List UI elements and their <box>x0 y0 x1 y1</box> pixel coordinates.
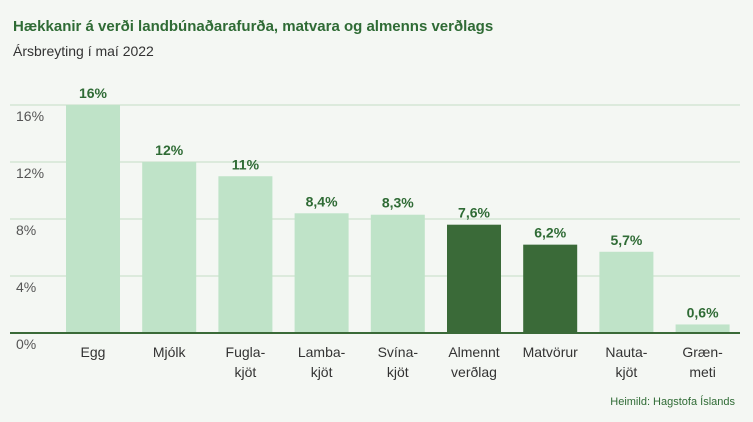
x-tick-label: verðlag <box>451 364 497 380</box>
x-tick-label: Matvörur <box>523 344 579 360</box>
y-tick-label: 8% <box>16 222 36 238</box>
chart-subtitle: Ársbreyting í maí 2022 <box>13 43 154 59</box>
x-tick-label: kjöt <box>387 364 409 380</box>
x-tick-label: Græn- <box>682 344 723 360</box>
data-label: 5,7% <box>610 232 642 248</box>
data-label: 6,2% <box>534 225 566 241</box>
x-tick-label: kjöt <box>311 364 333 380</box>
source-note: Heimild: Hagstofa Íslands <box>610 396 735 408</box>
bar <box>294 213 349 333</box>
y-tick-label: 0% <box>16 336 36 352</box>
x-tick-label: Egg <box>81 344 106 360</box>
x-tick-label: Lamba- <box>298 344 346 360</box>
x-tick-label: meti <box>689 364 715 380</box>
y-tick-label: 4% <box>16 279 36 295</box>
data-label: 12% <box>155 142 184 158</box>
chart-title: Hækkanir á verði landbúnaðarafurða, matv… <box>13 18 494 35</box>
x-tick-label: Almennt <box>448 344 499 360</box>
bar <box>218 176 273 333</box>
y-tick-label: 16% <box>16 108 44 124</box>
x-tick-label: Nauta- <box>605 344 647 360</box>
data-label: 11% <box>232 156 260 172</box>
bar <box>675 324 730 333</box>
data-label: 0,6% <box>687 304 719 320</box>
x-tick-label: kjöt <box>235 364 257 380</box>
bar <box>142 162 197 333</box>
y-tick-label: 12% <box>16 165 44 181</box>
bar <box>370 214 425 333</box>
x-tick-label: Svína- <box>378 344 419 360</box>
data-label: 16% <box>79 85 108 101</box>
x-tick-label: kjöt <box>616 364 638 380</box>
bar <box>599 251 654 333</box>
bar <box>66 105 120 333</box>
data-label: 8,3% <box>382 195 414 211</box>
data-label: 7,6% <box>458 205 490 221</box>
x-tick-label: Fugla- <box>226 344 266 360</box>
data-label: 8,4% <box>306 193 338 209</box>
x-tick-label: Mjólk <box>153 344 187 360</box>
bar <box>523 244 578 333</box>
bar <box>447 224 501 333</box>
